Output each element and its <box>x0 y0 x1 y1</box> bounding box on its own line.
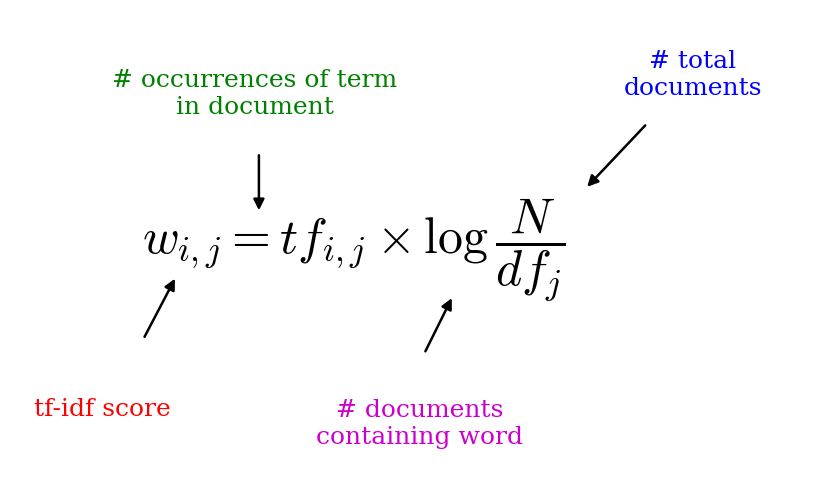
Text: $w_{i,j} = tf_{i,j} \times \log \dfrac{N}{df_j}$: $w_{i,j} = tf_{i,j} \times \log \dfrac{N… <box>142 196 565 303</box>
Text: # total
documents: # total documents <box>623 50 762 100</box>
Text: # occurrences of term
in document: # occurrences of term in document <box>113 69 397 119</box>
Text: # documents
containing word: # documents containing word <box>317 399 523 449</box>
Text: tf-idf score: tf-idf score <box>34 398 171 421</box>
